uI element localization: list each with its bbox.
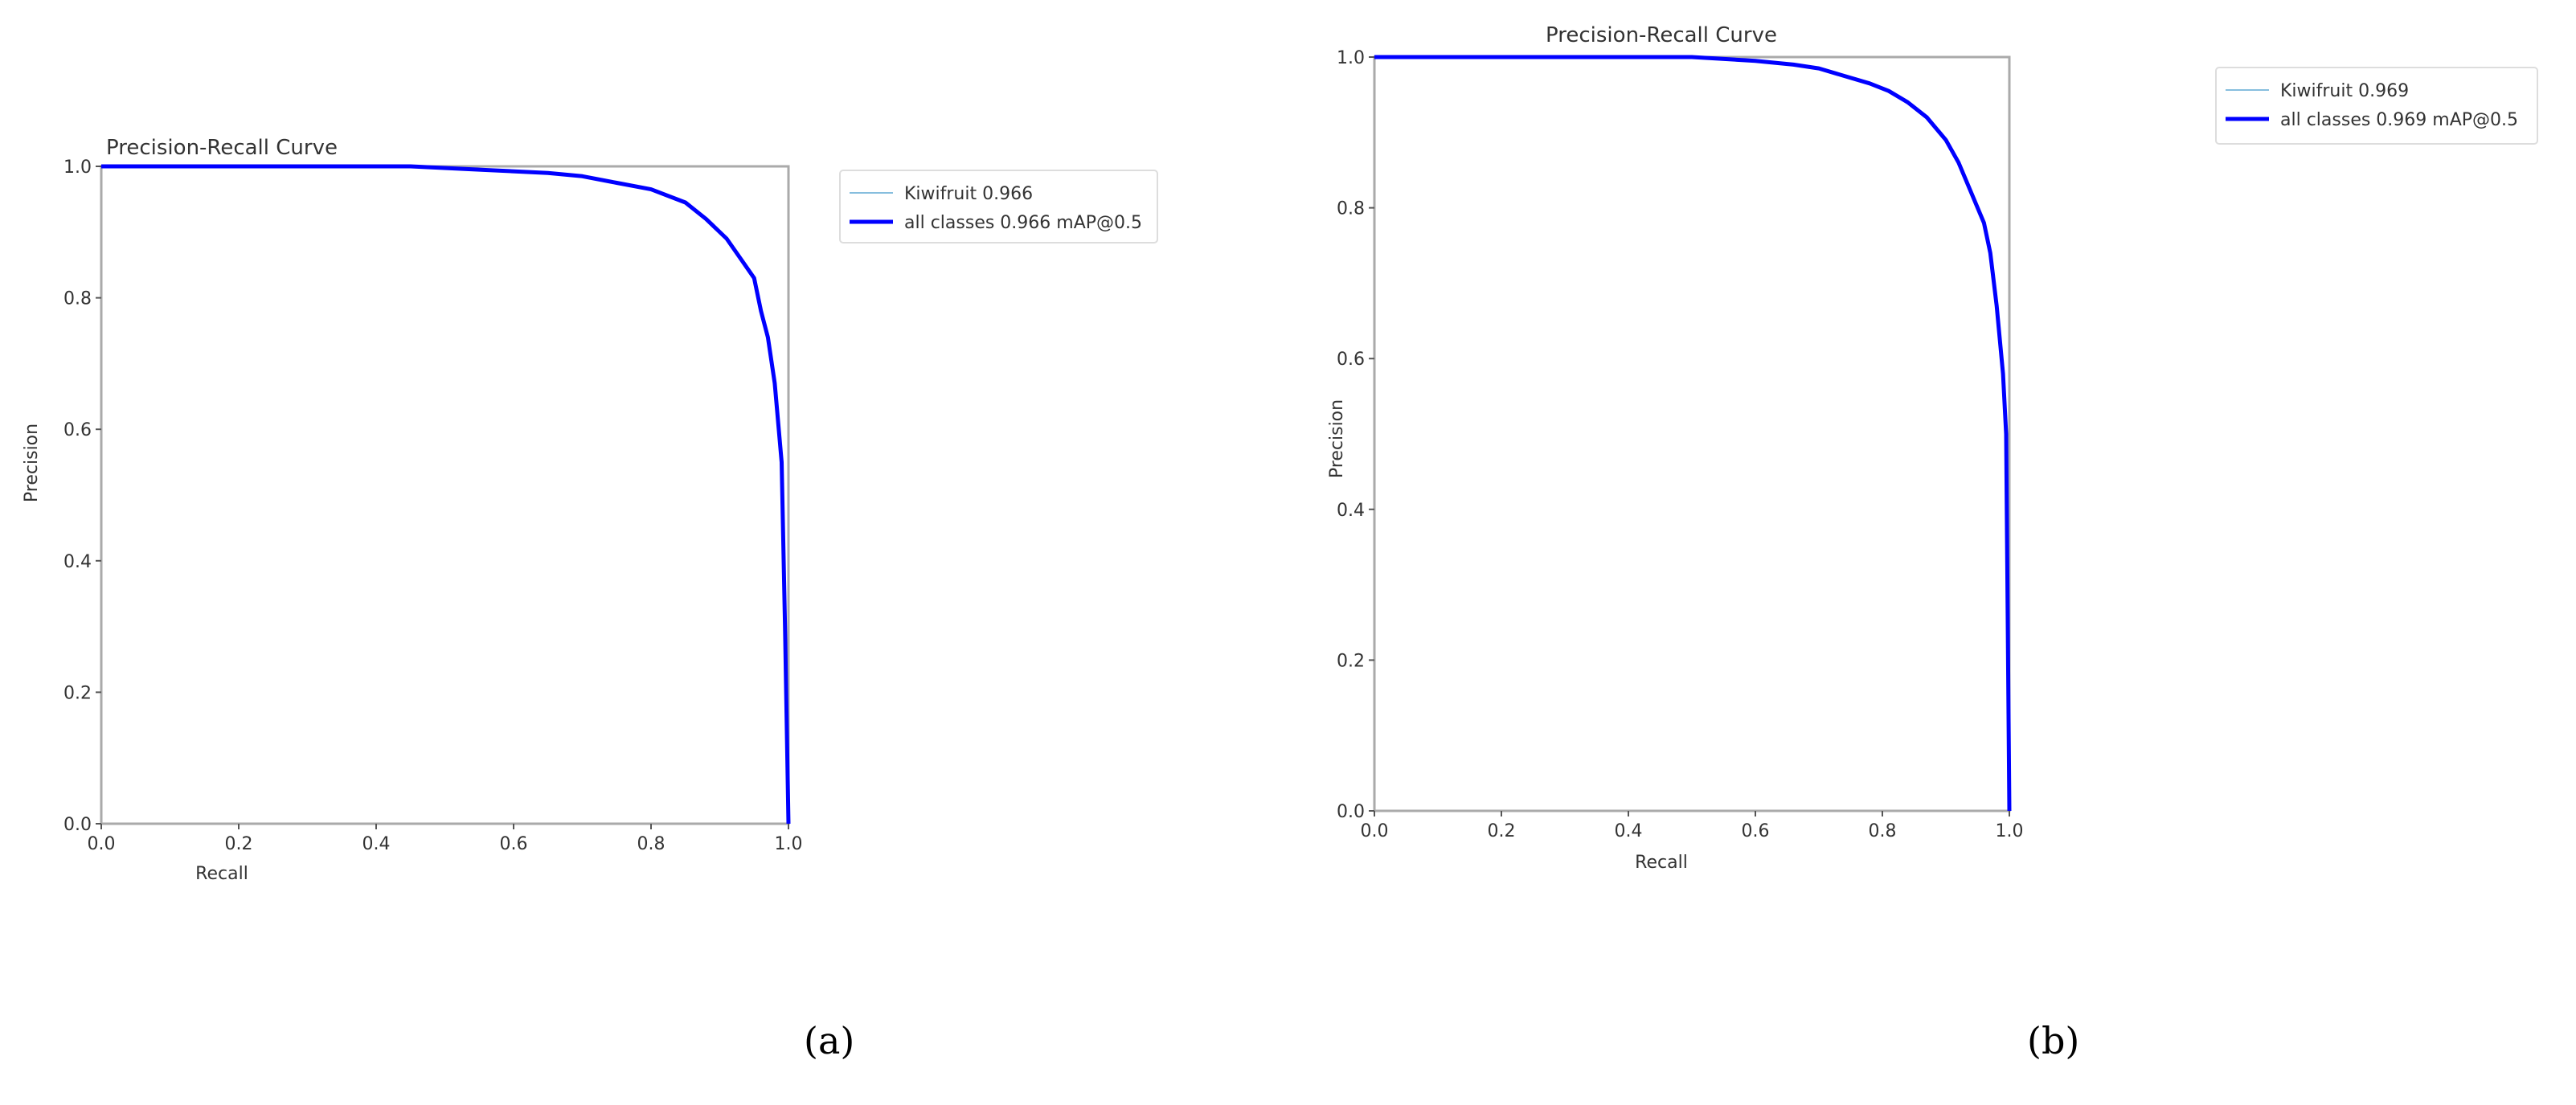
x-tick-label: 0.6 — [500, 834, 528, 854]
y-axis-label: Precision — [22, 424, 42, 502]
x-tick-label: 1.0 — [775, 834, 803, 854]
axes-frame — [1373, 55, 2011, 812]
panel-a: Precision-Recall Curve 0.0 0.2 0.4 0.6 0.8 1.… — [0, 0, 1286, 1102]
legend: Kiwifruit 0.966 all classes 0.966 mAP@0.5 — [839, 170, 1158, 244]
legend-label: all classes 0.969 mAP@0.5 — [2280, 110, 2518, 130]
y-tick-label: 0.0 — [1337, 802, 1365, 822]
legend-label: Kiwifruit 0.966 — [904, 184, 1033, 204]
caption-a: (a) — [804, 1019, 855, 1062]
x-tick-label: 0.8 — [637, 834, 666, 854]
pr-chart-a: Precision-Recall Curve 0.0 0.2 0.4 0.6 0.8 1.… — [22, 136, 1158, 884]
x-tick-label: 0.2 — [1488, 821, 1516, 841]
y-tick-label: 1.0 — [63, 158, 92, 178]
chart-title: Precision-Recall Curve — [1546, 23, 1777, 47]
plot-area: 0.0 0.2 0.4 0.6 0.8 1.0 0.0 0.2 0.4 0.6 0.8 1.0 — [1337, 48, 2024, 841]
x-axis-label: Recall — [1635, 853, 1688, 873]
x-tick-label: 1.0 — [1996, 821, 2024, 841]
legend-box — [839, 170, 1158, 244]
all-classes-curve — [101, 164, 791, 825]
x-tick-label: 0.0 — [1361, 821, 1389, 841]
x-tick-label: 0.2 — [225, 834, 253, 854]
y-tick-label: 0.6 — [63, 420, 92, 440]
y-tick-label: 0.8 — [1337, 199, 1365, 219]
y-tick-label: 0.4 — [1337, 501, 1365, 521]
caption-b: (b) — [2027, 1019, 2080, 1062]
y-axis-label: Precision — [1327, 399, 1347, 478]
x-tick-label: 0.4 — [362, 834, 391, 854]
x-tick-label: 0.8 — [1869, 821, 1897, 841]
panel-b: Precision-Recall Curve 0.0 0.2 0.4 0.6 0.8 1.… — [1286, 0, 2576, 1102]
y-tick-label: 0.2 — [1337, 651, 1365, 671]
y-tick-label: 0.6 — [1337, 350, 1365, 370]
y-tick-label: 0.4 — [63, 552, 92, 572]
legend: Kiwifruit 0.969 all classes 0.969 mAP@0.5 — [2215, 67, 2538, 145]
y-tick-label: 0.2 — [63, 683, 92, 703]
x-tick-label: 0.4 — [1615, 821, 1643, 841]
x-tick-label: 0.6 — [1742, 821, 1770, 841]
y-tick-label: 0.8 — [63, 289, 92, 309]
axes-frame — [100, 165, 790, 825]
y-tick-label: 0.0 — [63, 815, 92, 835]
legend-label: Kiwifruit 0.969 — [2280, 81, 2409, 101]
legend-box — [2215, 67, 2538, 145]
x-axis-label: Recall — [195, 864, 248, 884]
x-tick-label: 0.0 — [88, 834, 116, 854]
chart-title: Precision-Recall Curve — [106, 136, 338, 160]
plot-area: 0.0 0.2 0.4 0.6 0.8 1.0 0.0 0.2 0.4 0.6 0.8 1.0 — [63, 158, 803, 854]
y-tick-label: 1.0 — [1337, 48, 1365, 68]
all-classes-curve — [1374, 55, 2012, 812]
legend-label: all classes 0.966 mAP@0.5 — [904, 213, 1142, 233]
pr-chart-b: Precision-Recall Curve 0.0 0.2 0.4 0.6 0.8 1.… — [1327, 23, 2538, 873]
